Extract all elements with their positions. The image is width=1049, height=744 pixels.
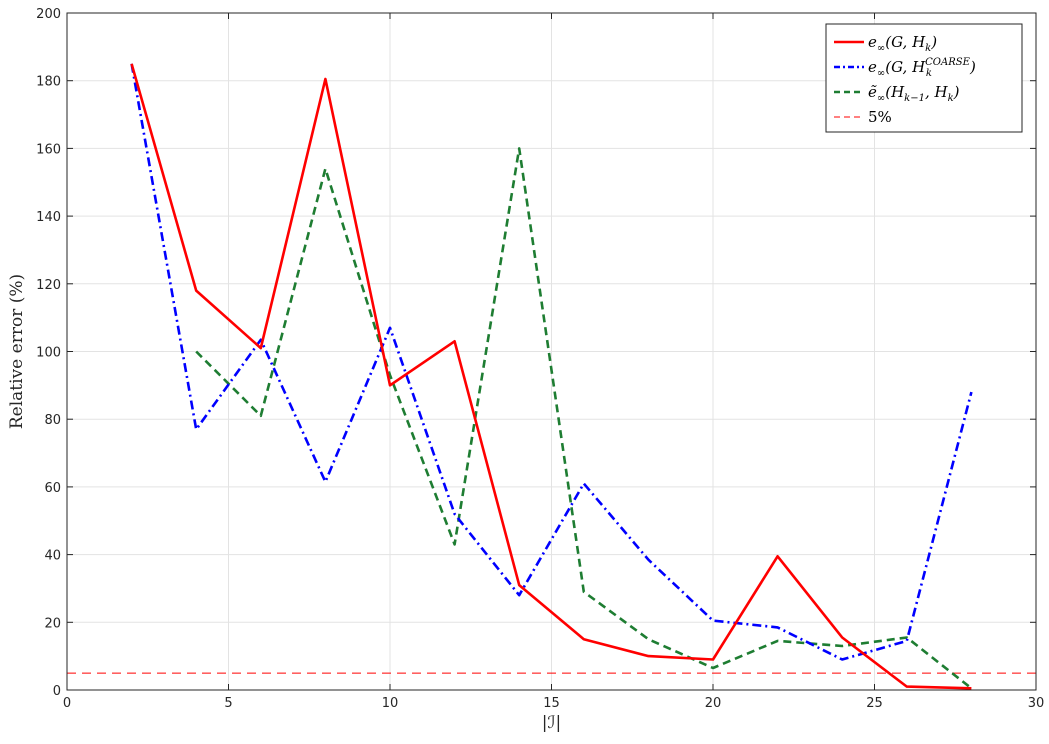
x-tick-label: 5 [224, 696, 232, 711]
y-tick-label: 200 [36, 7, 61, 22]
y-tick-label: 180 [36, 75, 61, 90]
y-tick-label: 120 [36, 278, 61, 293]
x-tick-label: 30 [1028, 696, 1045, 711]
series-line-2 [195, 147, 973, 690]
series-layer [130, 63, 973, 690]
legend-label: e∞(G, HCOARSE k) [868, 57, 976, 79]
y-tick-label: 140 [36, 210, 61, 225]
tick-marks [66, 12, 1037, 691]
legend-label: e∞(G, Hk) [868, 33, 937, 54]
y-axis-label: Relative error (%) [7, 274, 27, 429]
legend: e∞(G, Hk) e∞(G, HCOARSE k) ẽ∞(Hk−1, Hk) 5% [825, 23, 1023, 133]
y-tick-label: 160 [36, 142, 61, 157]
x-tick-label: 25 [866, 696, 883, 711]
x-tick-label: 20 [705, 696, 722, 711]
series-line-1 [130, 63, 973, 661]
x-tick-label: 0 [63, 696, 71, 711]
tick-labels: 0 5 10 15 20 25 30 0 20 40 60 80 100 120 140 160 180 200 [36, 7, 1044, 711]
y-tick-label: 40 [44, 549, 61, 564]
y-tick-label: 60 [44, 481, 61, 496]
x-axis-label: |ℐ| [542, 713, 561, 733]
series-line-0 [130, 63, 972, 690]
x-tick-label: 10 [382, 696, 399, 711]
y-tick-label: 20 [44, 616, 61, 631]
y-tick-label: 100 [36, 346, 61, 361]
x-tick-label: 15 [543, 696, 560, 711]
y-tick-label: 0 [53, 684, 61, 699]
legend-label: ẽ∞(Hk−1, Hk) [868, 83, 960, 104]
legend-label: 5% [868, 108, 892, 126]
y-tick-label: 80 [44, 413, 61, 428]
